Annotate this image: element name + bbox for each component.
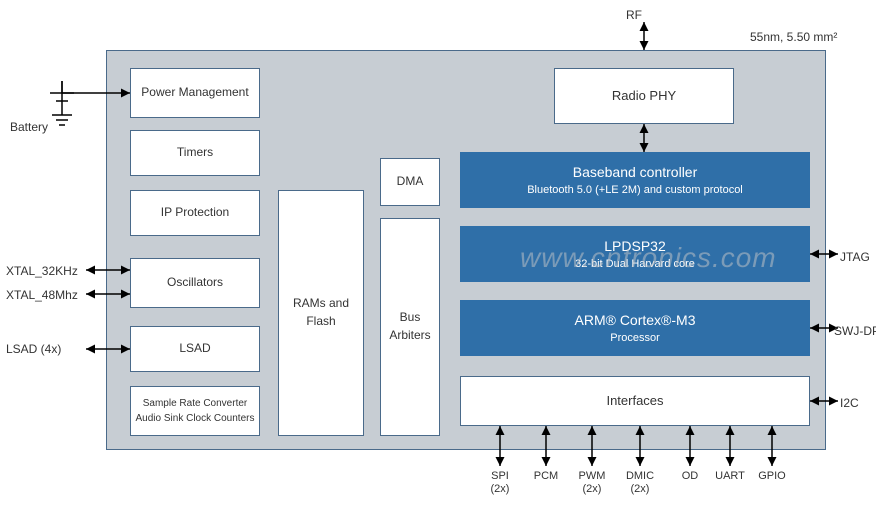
block-radio: Radio PHY bbox=[554, 68, 734, 124]
label-swj: SWJ-DP bbox=[834, 324, 876, 338]
label-battery: Battery bbox=[10, 120, 48, 134]
if-label-dmic: DMIC(2x) bbox=[618, 470, 662, 496]
block-timers-title: Timers bbox=[177, 145, 213, 161]
label-x48: XTAL_48Mhz bbox=[6, 288, 78, 302]
block-timers: Timers bbox=[130, 130, 260, 176]
block-mem: RAMs and Flash bbox=[278, 190, 364, 436]
block-dsp-title: LPDSP32 bbox=[604, 237, 665, 255]
label-lsad4: LSAD (4x) bbox=[6, 342, 61, 356]
if-label-uart: UART bbox=[708, 470, 752, 483]
label-corner: 55nm, 5.50 mm² bbox=[750, 30, 837, 44]
block-bus-subtitle: Arbiters bbox=[389, 328, 430, 344]
block-radio-title: Radio PHY bbox=[612, 88, 676, 105]
block-dma: DMA bbox=[380, 158, 440, 206]
block-pm: Power Management bbox=[130, 68, 260, 118]
block-bus: Bus Arbiters bbox=[380, 218, 440, 436]
label-x32: XTAL_32KHz bbox=[6, 264, 78, 278]
block-bb: Baseband controller Bluetooth 5.0 (+LE 2M… bbox=[460, 152, 810, 208]
block-src: Sample Rate Converter Audio Sink Clock Co… bbox=[130, 386, 260, 436]
block-lsad: LSAD bbox=[130, 326, 260, 372]
block-mem-subtitle: Flash bbox=[306, 314, 335, 330]
label-jtag: JTAG bbox=[840, 250, 870, 264]
if-label-od: OD bbox=[668, 470, 712, 483]
block-dma-title: DMA bbox=[397, 174, 424, 190]
block-arm-subtitle: Processor bbox=[610, 331, 660, 345]
label-i2c: I2C bbox=[840, 396, 859, 410]
block-bb-subtitle: Bluetooth 5.0 (+LE 2M) and custom protoc… bbox=[527, 183, 743, 197]
block-osc: Oscillators bbox=[130, 258, 260, 308]
block-bb-title: Baseband controller bbox=[573, 163, 698, 181]
block-dsp-subtitle: 32-bit Dual Harvard core bbox=[575, 257, 695, 271]
block-mem-title: RAMs and bbox=[293, 296, 349, 312]
if-label-gpio: GPIO bbox=[750, 470, 794, 483]
if-label-pwm: PWM(2x) bbox=[570, 470, 614, 496]
if-label-pcm: PCM bbox=[524, 470, 568, 483]
block-ipprot: IP Protection bbox=[130, 190, 260, 236]
block-if: Interfaces bbox=[460, 376, 810, 426]
if-label-spi: SPI(2x) bbox=[478, 470, 522, 496]
block-ipprot-title: IP Protection bbox=[161, 205, 229, 221]
label-rf: RF bbox=[604, 8, 664, 22]
block-src-title: Sample Rate Converter bbox=[143, 397, 248, 410]
block-if-title: Interfaces bbox=[606, 393, 663, 410]
block-pm-title: Power Management bbox=[141, 85, 248, 101]
block-lsad-title: LSAD bbox=[179, 341, 210, 357]
battery-symbol bbox=[50, 81, 74, 125]
block-bus-title: Bus bbox=[400, 310, 421, 326]
block-arm-title: ARM® Cortex®-M3 bbox=[575, 311, 696, 329]
block-src-subtitle: Audio Sink Clock Counters bbox=[136, 412, 255, 425]
block-arm: ARM® Cortex®-M3 Processor bbox=[460, 300, 810, 356]
block-osc-title: Oscillators bbox=[167, 275, 223, 291]
block-dsp: LPDSP32 32-bit Dual Harvard core bbox=[460, 226, 810, 282]
